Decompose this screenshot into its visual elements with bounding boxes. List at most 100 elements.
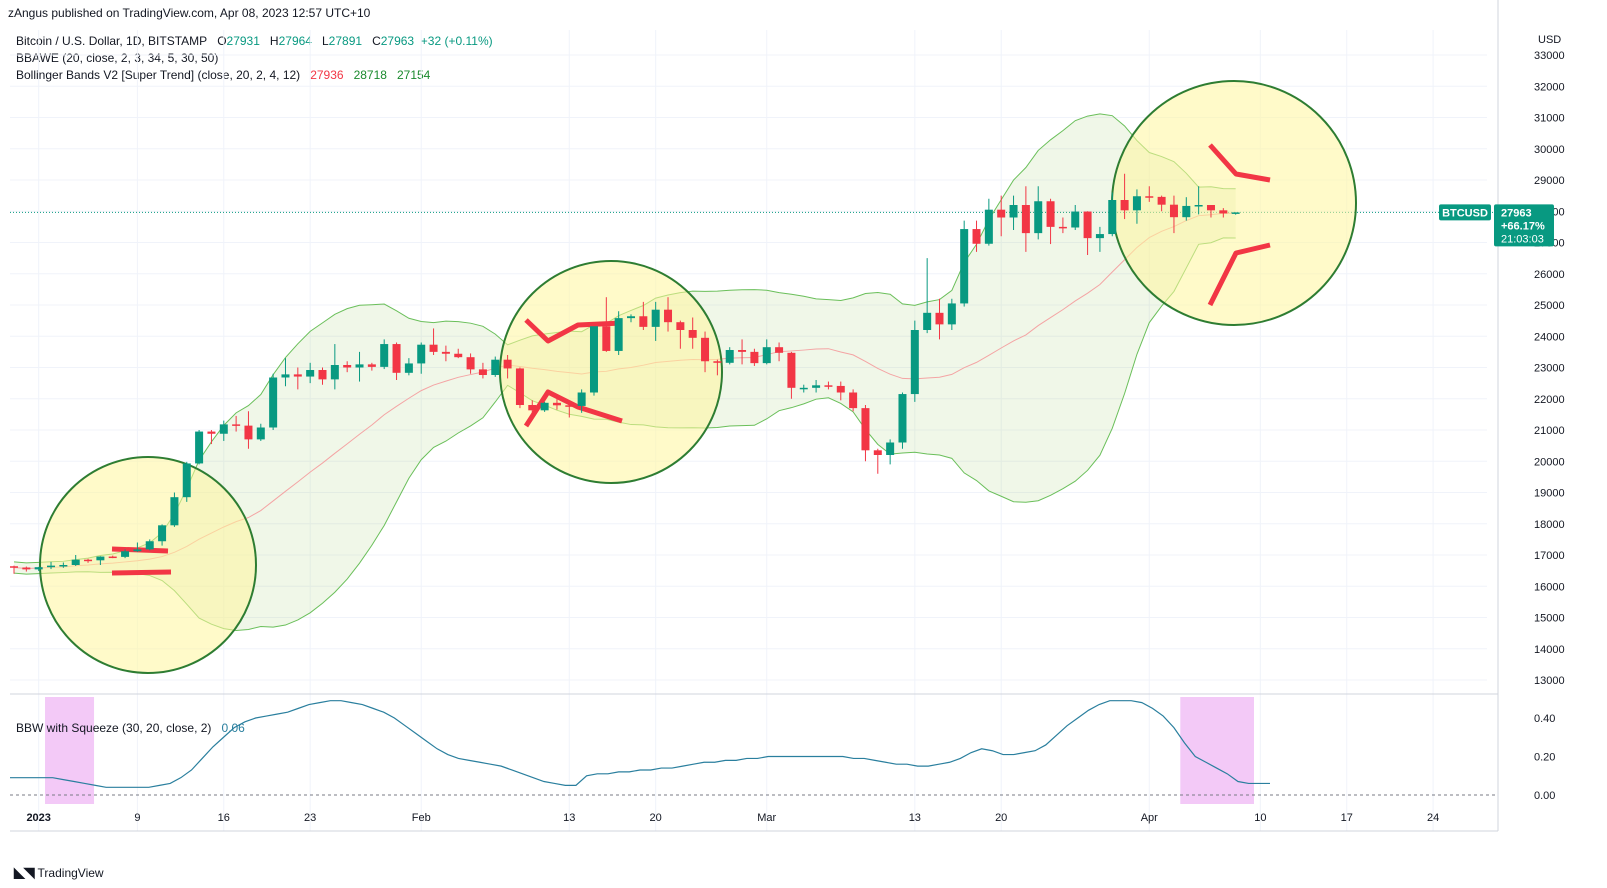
candle-body — [478, 369, 487, 375]
supertrend-lines — [111, 143, 1271, 576]
highlight-circles — [39, 80, 1357, 674]
time-tick-label: Apr — [1141, 812, 1158, 824]
candle-body — [293, 374, 302, 377]
candle-body — [1034, 201, 1043, 234]
candle-body — [1157, 196, 1166, 205]
candle-body — [1132, 196, 1141, 211]
time-tick-label: 17 — [1341, 812, 1353, 824]
candle — [627, 314, 635, 323]
candle — [22, 566, 31, 572]
candle — [392, 342, 401, 380]
candle — [1095, 226, 1104, 252]
candle-body — [195, 431, 204, 464]
high-value: 27964 — [278, 34, 312, 48]
candle-body — [244, 425, 253, 440]
candle — [380, 339, 389, 370]
price-tick-label: 29000 — [1534, 175, 1565, 187]
candle — [602, 297, 611, 352]
candle — [47, 561, 56, 570]
candle — [528, 400, 537, 415]
tradingview-logo-icon: ◣◥ — [14, 864, 35, 880]
candle — [466, 353, 475, 374]
candle — [836, 381, 845, 401]
candle-body — [1095, 234, 1104, 239]
candle-body — [1108, 200, 1117, 235]
bbw-oscillator: 0.00 0.20 0.40 — [10, 697, 1555, 804]
candle-body — [1169, 204, 1178, 218]
candle-body — [1194, 205, 1203, 207]
candle-body — [84, 559, 93, 562]
price-tick-label: 31000 — [1534, 113, 1565, 125]
candle — [1231, 212, 1240, 215]
candle — [71, 555, 80, 566]
time-tick-label: Mar — [757, 812, 776, 824]
candle — [256, 423, 265, 441]
footer-brand[interactable]: ◣◥ TradingView — [14, 864, 104, 881]
candle — [676, 320, 685, 349]
candle-body — [762, 347, 771, 364]
time-tick-label: 16 — [218, 812, 230, 824]
candle-body — [799, 387, 808, 390]
candle — [762, 339, 771, 365]
candle-body — [515, 368, 524, 405]
candle — [910, 320, 919, 402]
candle — [577, 389, 586, 413]
symbol-title[interactable]: Bitcoin / U.S. Dollar, 1D, BITSTAMP — [16, 34, 208, 48]
osc-tick-label: 0.00 — [1534, 790, 1555, 802]
candle-body — [318, 370, 327, 380]
candle-body — [886, 442, 895, 455]
open-label: O — [217, 34, 227, 48]
candle — [824, 381, 833, 390]
candle-body — [713, 361, 722, 363]
candle — [1194, 186, 1203, 215]
price-tick-label: 16000 — [1534, 581, 1565, 593]
candle — [281, 358, 290, 387]
time-tick-label: 20 — [650, 812, 662, 824]
candle-body — [503, 359, 512, 369]
low-value: 27891 — [328, 34, 363, 48]
candle — [947, 298, 956, 330]
candle — [503, 355, 512, 379]
high-label: H — [269, 34, 279, 48]
candle — [1021, 186, 1030, 252]
price-tag-change: +66.17% — [1501, 220, 1545, 232]
candle — [552, 395, 561, 410]
currency-label: USD — [1538, 34, 1562, 46]
candle — [121, 549, 130, 559]
price-tag-box — [1494, 204, 1554, 247]
candle-body — [219, 424, 228, 434]
candle-body — [565, 405, 574, 407]
candle-body — [133, 549, 142, 552]
candle-body — [960, 229, 969, 304]
candle — [972, 220, 981, 252]
candle-body — [392, 344, 401, 373]
candle-body — [577, 392, 586, 406]
candle-body — [910, 330, 919, 395]
candle-body — [750, 351, 759, 364]
candle-body — [121, 551, 130, 557]
candle-body — [256, 427, 265, 440]
candle — [664, 297, 673, 332]
bbv2-legend-row[interactable]: Bollinger Bands V2 [Super Trend] (close,… — [16, 67, 493, 84]
candle-body — [984, 209, 993, 244]
candle-body — [627, 316, 635, 319]
candle — [219, 420, 228, 441]
candle — [540, 401, 549, 412]
candle-body — [96, 556, 105, 561]
candle-body — [367, 364, 376, 367]
candle — [960, 220, 969, 307]
bbw-legend[interactable]: BBW with Squeeze (30, 20, close, 2) 0.06 — [16, 721, 245, 735]
bbv2-value-basis: 27936 — [310, 68, 344, 82]
bbw-line — [10, 700, 1270, 788]
candle — [1058, 217, 1067, 234]
candle — [1108, 192, 1117, 237]
time-tick-label: Feb — [412, 812, 431, 824]
candle — [738, 339, 747, 365]
price-tick-label: 24000 — [1534, 331, 1565, 343]
candle — [923, 258, 932, 334]
candle-body — [972, 229, 981, 244]
candle-body — [1182, 205, 1191, 218]
candle — [1206, 205, 1215, 218]
candle-body — [898, 394, 907, 443]
